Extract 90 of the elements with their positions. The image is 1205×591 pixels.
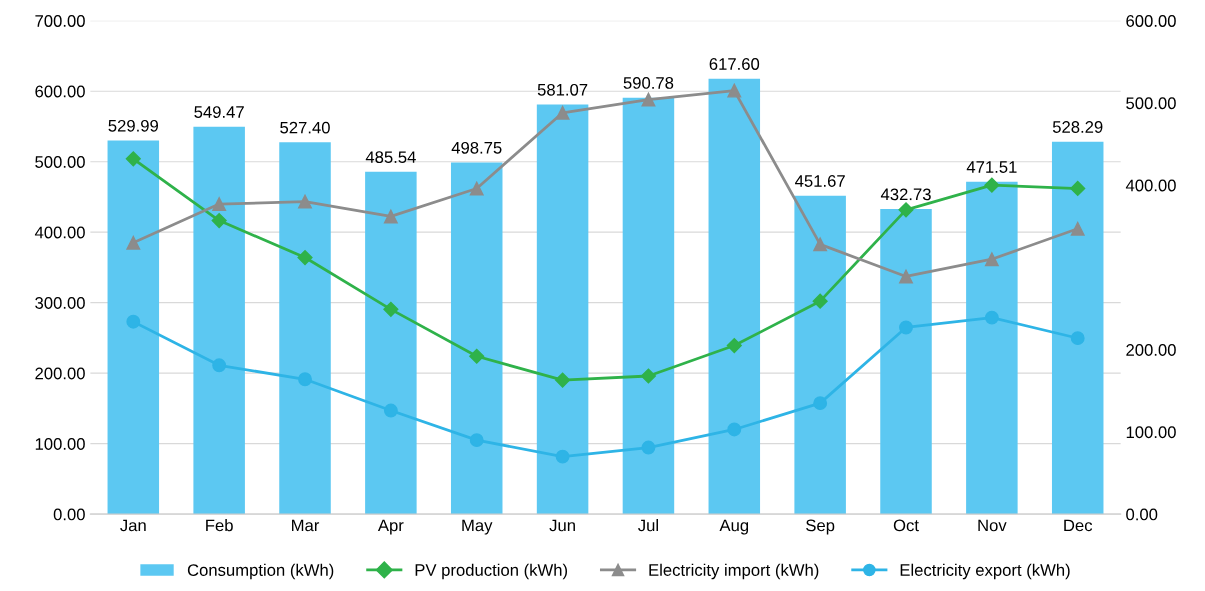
point bbox=[641, 92, 656, 107]
x-tick-label: Aug bbox=[719, 519, 749, 535]
point bbox=[469, 348, 485, 364]
point bbox=[383, 209, 398, 224]
point bbox=[898, 202, 914, 218]
point bbox=[555, 449, 570, 464]
legend-label: Electricity export (kWh) bbox=[900, 563, 1070, 580]
point bbox=[212, 358, 227, 373]
y-tick-label: 300.00 bbox=[35, 297, 85, 309]
point bbox=[1070, 221, 1085, 236]
bar bbox=[880, 209, 932, 515]
point bbox=[125, 151, 141, 167]
point bbox=[813, 396, 828, 411]
point bbox=[899, 269, 913, 284]
data-label: 432.73 bbox=[880, 188, 931, 201]
point bbox=[641, 440, 656, 455]
data-label: 471.51 bbox=[966, 161, 1017, 173]
point bbox=[1070, 331, 1085, 346]
x-tick-label: Apr bbox=[377, 519, 404, 535]
y-tick-label: 600.00 bbox=[35, 85, 85, 98]
x-tick-label: May bbox=[462, 519, 493, 535]
bar bbox=[279, 142, 331, 515]
y-tick-label: 0.00 bbox=[53, 508, 85, 521]
legend-label: PV production (kWh) bbox=[415, 563, 568, 580]
bar bbox=[622, 97, 675, 515]
x-tick-label: Sep bbox=[806, 519, 835, 535]
point bbox=[212, 197, 227, 212]
x-tick-label: Nov bbox=[978, 519, 1007, 532]
y-tick-label: 500.00 bbox=[35, 156, 85, 168]
x-tick-label: Oct bbox=[893, 519, 919, 532]
x-tick-label: Feb bbox=[206, 519, 233, 532]
point bbox=[383, 301, 399, 317]
y2-tick-label: 500.00 bbox=[1126, 97, 1176, 110]
data-label: 527.40 bbox=[280, 121, 330, 134]
y-tick-label: 200.00 bbox=[35, 367, 85, 380]
y-tick-label: 100.00 bbox=[35, 438, 85, 450]
bar bbox=[708, 78, 761, 515]
x-tick-label: Dec bbox=[1064, 519, 1093, 532]
point bbox=[984, 252, 999, 267]
y-tick-label: 700.00 bbox=[35, 15, 85, 27]
point bbox=[555, 372, 571, 388]
bar bbox=[794, 195, 846, 515]
data-label: 498.75 bbox=[451, 141, 502, 154]
point bbox=[469, 181, 484, 196]
data-label: 590.78 bbox=[623, 77, 674, 89]
point bbox=[555, 105, 570, 120]
point bbox=[984, 310, 999, 325]
bar bbox=[450, 162, 503, 515]
legend-label: Electricity import (kWh) bbox=[649, 563, 819, 580]
data-label: 528.29 bbox=[1052, 121, 1103, 133]
bar bbox=[107, 140, 160, 515]
x-tick-label: Jul bbox=[638, 519, 658, 532]
y2-tick-label: 200.00 bbox=[1126, 344, 1176, 356]
point bbox=[640, 368, 657, 384]
point bbox=[211, 212, 227, 229]
point bbox=[726, 337, 742, 354]
point bbox=[298, 372, 312, 387]
legend-label: Consumption (kWh) bbox=[187, 563, 334, 580]
x-tick-label: Jun bbox=[549, 519, 575, 532]
point bbox=[1070, 180, 1086, 197]
point bbox=[469, 433, 484, 448]
point bbox=[383, 403, 398, 418]
point bbox=[899, 320, 913, 335]
bar bbox=[1051, 141, 1104, 515]
point bbox=[812, 293, 828, 309]
x-tick-label: Jan bbox=[120, 519, 146, 532]
y2-tick-label: 100.00 bbox=[1126, 426, 1176, 439]
point bbox=[126, 314, 141, 329]
point bbox=[727, 83, 742, 98]
bar bbox=[365, 171, 417, 515]
point bbox=[813, 237, 828, 252]
y2-tick-label: 0.00 bbox=[1126, 508, 1158, 521]
point bbox=[984, 177, 1000, 193]
point bbox=[297, 249, 313, 266]
x-tick-label: Mar bbox=[292, 519, 320, 532]
data-label: 617.60 bbox=[709, 58, 760, 70]
point bbox=[727, 422, 742, 437]
y2-tick-label: 400.00 bbox=[1125, 179, 1176, 192]
bar bbox=[193, 126, 245, 515]
y-tick-label: 400.00 bbox=[34, 226, 85, 239]
y2-tick-label: 600.00 bbox=[1126, 15, 1176, 27]
point bbox=[298, 194, 312, 209]
data-label: 581.07 bbox=[537, 83, 588, 96]
bar bbox=[536, 104, 589, 515]
point bbox=[126, 235, 141, 250]
data-label: 529.99 bbox=[108, 119, 158, 132]
data-label: 451.67 bbox=[795, 175, 845, 187]
data-label: 485.54 bbox=[365, 151, 416, 164]
data-label: 549.47 bbox=[194, 106, 244, 118]
bar bbox=[966, 181, 1018, 515]
